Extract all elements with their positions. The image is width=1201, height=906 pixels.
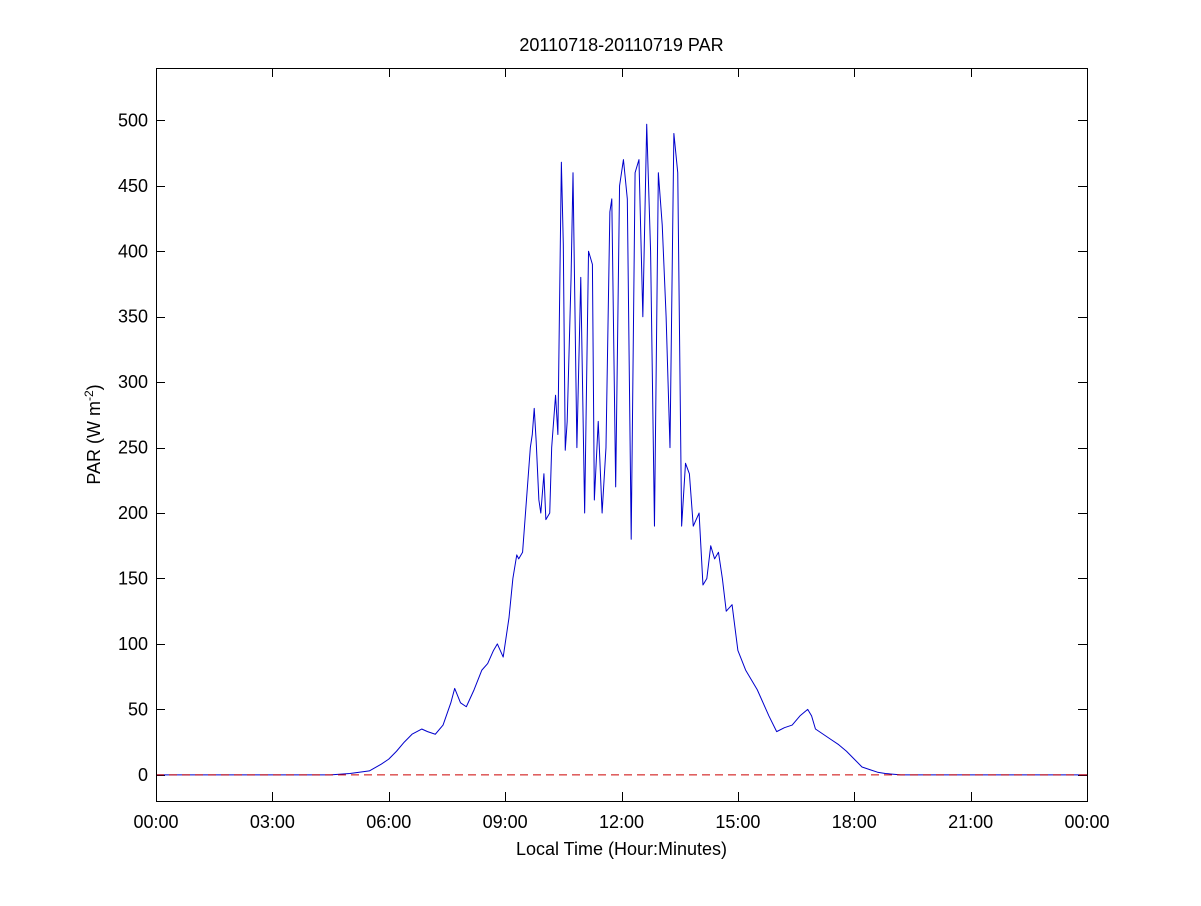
- x-tick-label: 09:00: [483, 812, 528, 832]
- y-tick-label: 250: [118, 438, 148, 458]
- x-tick-label: 03:00: [250, 812, 295, 832]
- y-tick-label: 100: [118, 634, 148, 654]
- y-axis-label-superscript: -2: [82, 390, 96, 401]
- y-tick-label: 150: [118, 568, 148, 588]
- axes-frame: [156, 68, 1088, 802]
- x-tick-label: 12:00: [599, 812, 644, 832]
- y-tick-label: 300: [118, 372, 148, 392]
- x-tick-label: 18:00: [832, 812, 877, 832]
- y-tick-label: 400: [118, 241, 148, 261]
- x-tick-label: 00:00: [133, 812, 178, 832]
- plot-area: [156, 68, 1087, 801]
- y-axis-label: PAR (W m-2): [82, 384, 104, 484]
- chart-title: 20110718-20110719 PAR: [519, 35, 723, 55]
- x-axis-label: Local Time (Hour:Minutes): [516, 839, 727, 859]
- x-tick-label: 21:00: [948, 812, 993, 832]
- y-tick-label: 50: [128, 699, 148, 719]
- series-line-0: [156, 123, 1087, 776]
- x-tick-label: 15:00: [715, 812, 760, 832]
- y-tick-label: 200: [118, 503, 148, 523]
- y-tick-label: 450: [118, 176, 148, 196]
- y-tick-label: 0: [138, 765, 148, 785]
- y-tick-label: 500: [118, 110, 148, 130]
- x-tick-label: 06:00: [366, 812, 411, 832]
- y-axis-label-main: PAR (W m: [84, 401, 104, 485]
- y-axis-label-tail: ): [84, 384, 104, 390]
- y-tick-label: 350: [118, 307, 148, 327]
- x-tick-label: 00:00: [1064, 812, 1109, 832]
